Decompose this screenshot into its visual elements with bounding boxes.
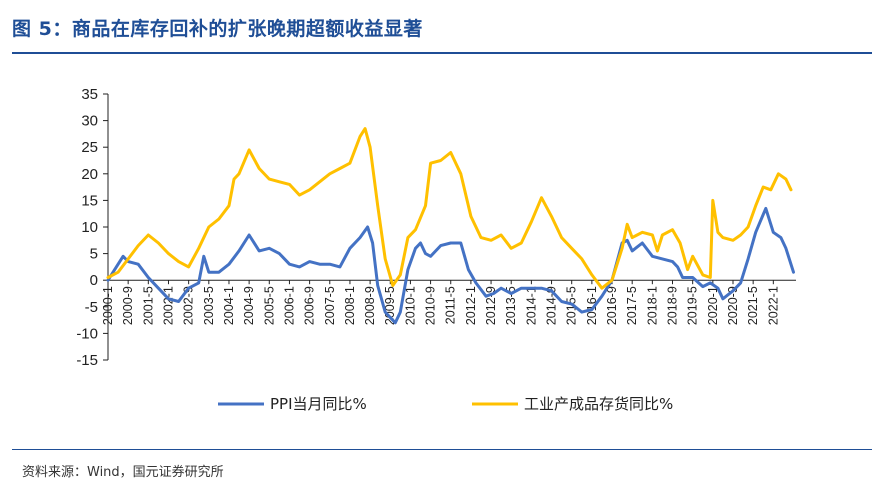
x-tick-label: 2008-9 (363, 286, 377, 325)
legend-inventory-label: 工业产成品存货同比% (524, 395, 673, 413)
x-tick-label: 2016-9 (605, 286, 619, 325)
x-tick-label: 2020-1 (706, 286, 720, 325)
x-tick-label: 2014-1 (524, 286, 538, 325)
x-tick-label: 2004-1 (222, 286, 236, 325)
x-tick-label: 2022-1 (766, 286, 780, 325)
x-tick-label: 2003-5 (202, 286, 216, 325)
x-tick-label: 2005-5 (262, 286, 276, 325)
ppi-series-line (106, 206, 795, 325)
series-group (106, 127, 795, 325)
x-tick-label: 2008-1 (343, 286, 357, 325)
x-tick-label: 2016-1 (585, 286, 599, 325)
y-tick-label: -5 (85, 299, 98, 316)
x-tick-label: 2004-9 (242, 286, 256, 325)
x-tick-label: 2002-9 (182, 286, 196, 325)
x-tick-label: 2006-9 (303, 286, 317, 325)
legend-ppi-label: PPI当月同比% (270, 395, 367, 413)
x-tick-label: 2017-5 (625, 286, 639, 325)
x-tick-label: 2010-9 (424, 286, 438, 325)
y-tick-label: 5 (90, 246, 98, 263)
x-axis: 2000-1 2000-9 2001-5 2002-1 2002-9 2003-5 2004… (101, 279, 796, 325)
x-tick-label: 2020-9 (726, 286, 740, 325)
chart-legend: PPI当月同比% 工业产成品存货同比% (218, 395, 673, 413)
footer-divider (12, 449, 872, 450)
y-tick-label: 25 (81, 139, 98, 156)
x-tick-label: 2000-1 (101, 286, 115, 325)
x-tick-label: 2012-1 (464, 286, 478, 325)
x-tick-label: 2006-1 (282, 286, 296, 325)
y-tick-label: 35 (81, 86, 98, 103)
source-note: 资料来源：Wind，国元证券研究所 (22, 465, 224, 480)
x-tick-label: 2021-5 (746, 286, 760, 325)
x-tick-label: 2018-9 (666, 286, 680, 325)
x-tick-label: 2011-5 (444, 286, 458, 324)
x-tick-label: 2001-5 (141, 286, 155, 325)
x-tick-label: 2007-5 (323, 286, 337, 325)
y-tick-label: -10 (76, 325, 98, 342)
y-tick-label: 20 (81, 166, 98, 183)
x-tick-label: 2010-1 (403, 286, 417, 325)
y-tick-label: 10 (81, 219, 98, 236)
y-tick-label: 0 (90, 272, 98, 289)
x-tick-label: 2000-9 (121, 286, 135, 325)
x-tick-label: 2013-5 (504, 286, 518, 325)
title-divider (12, 52, 872, 54)
y-tick-label: 15 (81, 192, 98, 209)
y-axis: 35 30 25 20 15 10 5 0 -5 -10 -15 (76, 86, 109, 369)
y-tick-label: 30 (81, 113, 98, 130)
x-tick-label: 2018-1 (645, 286, 659, 325)
x-tick-label: 2019-5 (686, 286, 700, 325)
inventory-series-line (106, 127, 793, 290)
y-tick-label: -15 (76, 352, 98, 369)
page-title: 图 5：商品在库存回补的扩张晚期超额收益显著 (12, 18, 423, 40)
